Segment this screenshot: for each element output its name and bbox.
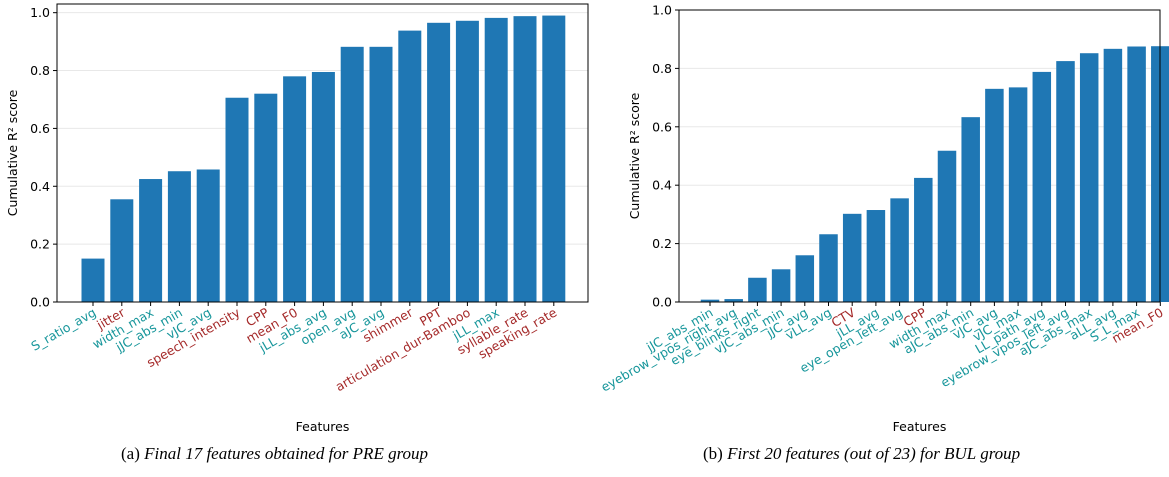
bar <box>842 213 862 302</box>
bar <box>513 16 537 302</box>
bar <box>1127 46 1146 302</box>
bar <box>724 299 743 302</box>
caption-a-label: (a) <box>121 444 140 463</box>
y-axis-label: Cumulative R² score <box>5 89 20 216</box>
bar <box>1008 87 1028 302</box>
caption-a: (a) Final 17 features obtained for PRE g… <box>121 444 428 464</box>
bar <box>311 71 335 302</box>
y-tick-label: 0.6 <box>30 121 50 136</box>
bar <box>167 171 191 302</box>
bar <box>819 234 838 302</box>
bar <box>937 150 957 302</box>
caption-a-text: Final 17 features obtained for PRE group <box>144 444 429 463</box>
y-tick-label: 0.8 <box>30 63 50 78</box>
caption-b: (b) First 20 features (out of 23) for BU… <box>703 444 1020 464</box>
y-tick-label: 0.4 <box>652 178 672 193</box>
bar <box>1079 53 1099 302</box>
bar <box>110 199 134 302</box>
y-tick-label: 1.0 <box>652 3 672 18</box>
y-tick-label: 0.6 <box>652 119 672 134</box>
bar <box>890 198 909 302</box>
bar <box>542 15 566 303</box>
bar <box>427 22 451 303</box>
x-axis-label: Features <box>893 419 947 434</box>
bar <box>340 46 364 303</box>
bar <box>795 255 815 302</box>
y-tick-label: 0.2 <box>652 236 672 251</box>
bar <box>866 210 886 302</box>
bar <box>398 30 422 303</box>
bar <box>1056 61 1075 302</box>
bar <box>283 76 307 302</box>
bar <box>455 20 479 303</box>
bar <box>700 299 720 302</box>
y-tick-label: 0.4 <box>30 179 50 194</box>
bar <box>81 258 105 302</box>
axes-frame <box>678 9 1161 303</box>
bar <box>914 177 933 302</box>
caption-b-label: (b) <box>703 444 723 463</box>
chart-b: 0.00.20.40.60.81.0jJC_abs_mineyebrow_vpo… <box>598 3 1169 434</box>
bar <box>225 97 249 302</box>
bar <box>1032 71 1052 303</box>
bar <box>771 269 791 302</box>
bar <box>139 179 163 302</box>
caption-b-text: First 20 features (out of 23) for BUL gr… <box>727 444 1021 463</box>
y-tick-label: 1.0 <box>30 5 50 20</box>
x-tick-label: S_ratio_avg <box>28 305 98 354</box>
bar <box>196 169 220 302</box>
bar <box>1103 48 1123 302</box>
bar <box>484 17 508 302</box>
x-axis-label: Features <box>296 419 350 434</box>
bar <box>254 93 278 302</box>
y-tick-label: 0.2 <box>30 237 50 252</box>
chart-a: 0.00.20.40.60.81.0S_ratio_avgjitterwidth… <box>5 3 589 434</box>
bar <box>748 277 767 302</box>
bar <box>985 88 1004 302</box>
y-tick-label: 0.8 <box>652 61 672 76</box>
axes-frame <box>56 3 589 303</box>
bar <box>961 117 980 302</box>
bar <box>369 46 393 303</box>
y-tick-label: 0.0 <box>652 295 672 310</box>
y-tick-label: 0.0 <box>30 295 50 310</box>
y-axis-label: Cumulative R² score <box>627 92 642 219</box>
